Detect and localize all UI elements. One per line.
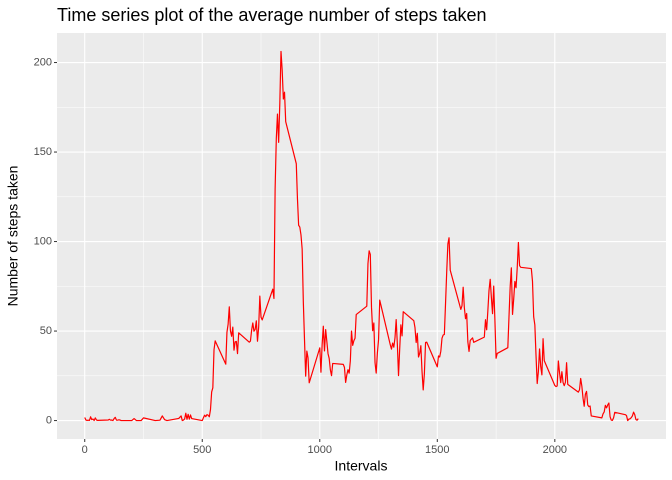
x-tick-label: 2000 <box>543 444 567 456</box>
data-line <box>84 50 639 422</box>
y-tick-label: 0 <box>46 414 52 426</box>
y-tick-label: 150 <box>34 146 52 158</box>
x-tick-label: 1500 <box>425 444 449 456</box>
x-tick-label: 0 <box>82 444 88 456</box>
y-tick-label: 200 <box>34 56 52 68</box>
y-tick-label: 50 <box>40 325 52 337</box>
chart-title: Time series plot of the average number o… <box>57 5 487 25</box>
x-axis-title: Intervals <box>335 458 388 474</box>
plot-panel <box>57 33 666 439</box>
x-tick-label: 1000 <box>308 444 332 456</box>
y-axis-title: Number of steps taken <box>5 166 21 307</box>
y-tick-label: 100 <box>34 235 52 247</box>
x-tick-label: 500 <box>193 444 211 456</box>
